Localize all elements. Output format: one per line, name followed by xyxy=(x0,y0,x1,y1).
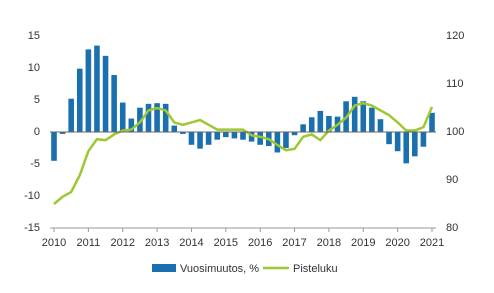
bar xyxy=(102,55,109,133)
y-tick-label: 10 xyxy=(28,62,40,74)
bar xyxy=(420,132,427,147)
bar xyxy=(283,132,289,148)
bar xyxy=(386,132,392,145)
x-tick-label: 2017 xyxy=(282,237,306,249)
bar xyxy=(68,98,74,132)
bar xyxy=(369,107,375,132)
y-tick-label: 0 xyxy=(34,126,40,138)
bar xyxy=(180,132,186,134)
bar xyxy=(429,112,435,132)
bar xyxy=(214,132,221,140)
x-tick-label: 2016 xyxy=(248,237,272,249)
bar xyxy=(85,49,92,132)
bar xyxy=(51,132,57,161)
bar xyxy=(308,117,315,132)
bar xyxy=(231,132,238,139)
legend-label: Pisteluku xyxy=(293,263,338,275)
y2-tick-label: 110 xyxy=(446,78,464,90)
bar xyxy=(377,119,384,132)
y-tick-label: -5 xyxy=(30,158,40,170)
bar xyxy=(248,132,255,142)
bar xyxy=(59,132,66,134)
bar xyxy=(205,132,212,145)
line xyxy=(53,101,434,205)
bar xyxy=(111,75,117,132)
y2-tick-label: 120 xyxy=(446,30,464,42)
y-tick-label: -15 xyxy=(24,222,40,234)
y-tick-label: -10 xyxy=(24,190,40,202)
legend-swatch xyxy=(152,264,176,272)
y2-tick-label: 80 xyxy=(446,222,458,234)
bar xyxy=(137,107,143,132)
y2-tick-label: 100 xyxy=(446,126,464,138)
bar xyxy=(360,101,367,132)
bar xyxy=(274,132,281,153)
x-tick-label: 2012 xyxy=(110,237,134,249)
x-tick-label: 2014 xyxy=(179,237,203,249)
bar xyxy=(119,102,126,132)
bar xyxy=(257,132,263,145)
bar xyxy=(197,132,203,149)
y2-tick-label: 90 xyxy=(446,174,458,186)
bar xyxy=(76,68,83,132)
bar xyxy=(162,103,169,132)
x-tick-label: 2011 xyxy=(77,237,101,249)
bar xyxy=(171,125,178,132)
y-tick-label: 15 xyxy=(28,30,40,42)
bar xyxy=(300,124,306,132)
x-tick-label: 2013 xyxy=(145,237,169,249)
x-tick-label: 2010 xyxy=(42,237,66,249)
bar xyxy=(291,132,298,136)
x-tick-label: 2019 xyxy=(351,237,375,249)
bar xyxy=(188,132,195,145)
bar xyxy=(128,118,135,132)
legend-label: Vuosimuutos, % xyxy=(180,263,259,275)
bar xyxy=(223,132,229,138)
x-tick-label: 2020 xyxy=(385,237,409,249)
bar xyxy=(412,132,418,157)
x-tick-label: 2015 xyxy=(214,237,238,249)
bar xyxy=(317,110,324,132)
bar xyxy=(326,116,332,132)
y-tick-label: 5 xyxy=(34,94,40,106)
bar xyxy=(145,103,152,132)
bar xyxy=(351,96,358,132)
bar xyxy=(154,103,160,132)
bar xyxy=(240,132,246,140)
bar xyxy=(403,132,410,164)
bar xyxy=(394,132,401,152)
x-tick-label: 2018 xyxy=(317,237,341,249)
x-tick-label: 2021 xyxy=(420,237,444,249)
bar xyxy=(94,45,100,132)
